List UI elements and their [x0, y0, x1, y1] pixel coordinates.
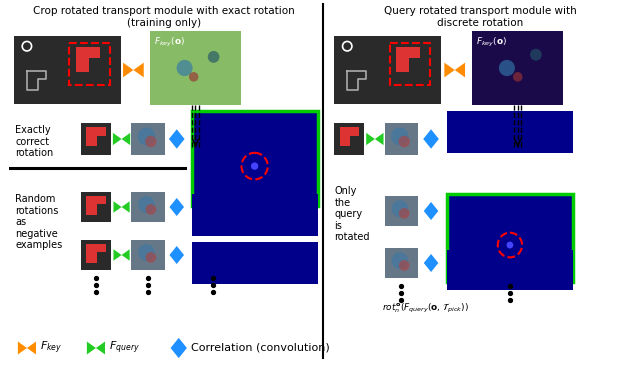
Text: Only
the
query
is
rotated: Only the query is rotated [335, 186, 370, 242]
Polygon shape [87, 342, 96, 354]
Circle shape [189, 72, 198, 82]
Text: $F_{key}$: $F_{key}$ [40, 340, 62, 356]
Text: $F_{key}(\mathbf{o})$: $F_{key}(\mathbf{o})$ [154, 36, 185, 49]
Bar [472, 31, 563, 105]
Circle shape [145, 136, 157, 147]
Polygon shape [122, 201, 130, 213]
Circle shape [145, 204, 156, 215]
Text: Random
rotations
as
negative
examples: Random rotations as negative examples [15, 194, 62, 250]
Circle shape [138, 196, 155, 213]
Bar [191, 111, 317, 206]
Circle shape [391, 128, 408, 145]
Bar [447, 194, 573, 282]
Polygon shape [340, 127, 359, 146]
Polygon shape [113, 201, 122, 213]
Bar [335, 36, 441, 104]
Circle shape [251, 162, 259, 170]
Bar [385, 248, 418, 278]
Text: Correlation (convolution): Correlation (convolution) [191, 343, 330, 353]
Polygon shape [123, 63, 133, 77]
Polygon shape [170, 246, 184, 264]
Polygon shape [86, 127, 106, 146]
Bar [131, 240, 165, 270]
Polygon shape [86, 195, 106, 215]
Polygon shape [76, 47, 100, 72]
Bar [150, 31, 241, 105]
Circle shape [177, 60, 193, 76]
Circle shape [392, 252, 408, 269]
Bar [191, 194, 317, 236]
Circle shape [513, 72, 522, 82]
Polygon shape [423, 129, 439, 149]
Polygon shape [444, 63, 454, 77]
Bar [131, 123, 165, 155]
Polygon shape [396, 47, 420, 72]
Text: Query rotated transport module with
discrete rotation: Query rotated transport module with disc… [384, 6, 577, 28]
Polygon shape [169, 129, 184, 149]
Circle shape [392, 200, 408, 217]
Text: $F_{query}$: $F_{query}$ [109, 340, 140, 356]
Bar [131, 192, 165, 222]
Circle shape [399, 208, 410, 219]
Polygon shape [122, 249, 130, 261]
Bar [14, 36, 120, 104]
Bar [81, 240, 111, 270]
Bar [81, 123, 111, 155]
Bar [390, 43, 430, 85]
Polygon shape [27, 342, 36, 354]
Bar [385, 123, 418, 155]
Polygon shape [122, 133, 130, 145]
Bar [335, 123, 364, 155]
Polygon shape [375, 133, 383, 145]
Circle shape [138, 128, 156, 145]
Circle shape [399, 260, 410, 271]
Polygon shape [113, 133, 122, 145]
Circle shape [399, 136, 410, 147]
Polygon shape [96, 342, 105, 354]
Polygon shape [424, 202, 438, 220]
Bar [447, 250, 573, 290]
Circle shape [499, 60, 515, 76]
Polygon shape [113, 249, 122, 261]
Bar [447, 111, 573, 153]
Bar [70, 43, 110, 85]
Bar [385, 196, 418, 226]
Polygon shape [454, 63, 465, 77]
Text: Exactly
correct
rotation: Exactly correct rotation [15, 125, 53, 158]
Text: $F_{key}(\mathbf{o})$: $F_{key}(\mathbf{o})$ [476, 36, 508, 49]
Bar [81, 192, 111, 222]
Polygon shape [366, 133, 375, 145]
Polygon shape [424, 254, 438, 272]
Polygon shape [18, 342, 27, 354]
Polygon shape [170, 198, 184, 216]
Circle shape [530, 49, 541, 60]
Bar [191, 242, 317, 284]
Polygon shape [86, 244, 106, 263]
Text: Crop rotated transport module with exact rotation
(training only): Crop rotated transport module with exact… [33, 6, 295, 28]
Circle shape [145, 252, 156, 263]
Circle shape [208, 51, 220, 63]
Polygon shape [171, 338, 187, 358]
Circle shape [506, 242, 513, 248]
Circle shape [138, 244, 155, 261]
Polygon shape [133, 63, 144, 77]
Text: $rot^{\mathbf{o}}_{n}(F_{query}(\mathbf{o},\,\mathcal{T}_{pick}))$: $rot^{\mathbf{o}}_{n}(F_{query}(\mathbf{… [382, 302, 468, 315]
